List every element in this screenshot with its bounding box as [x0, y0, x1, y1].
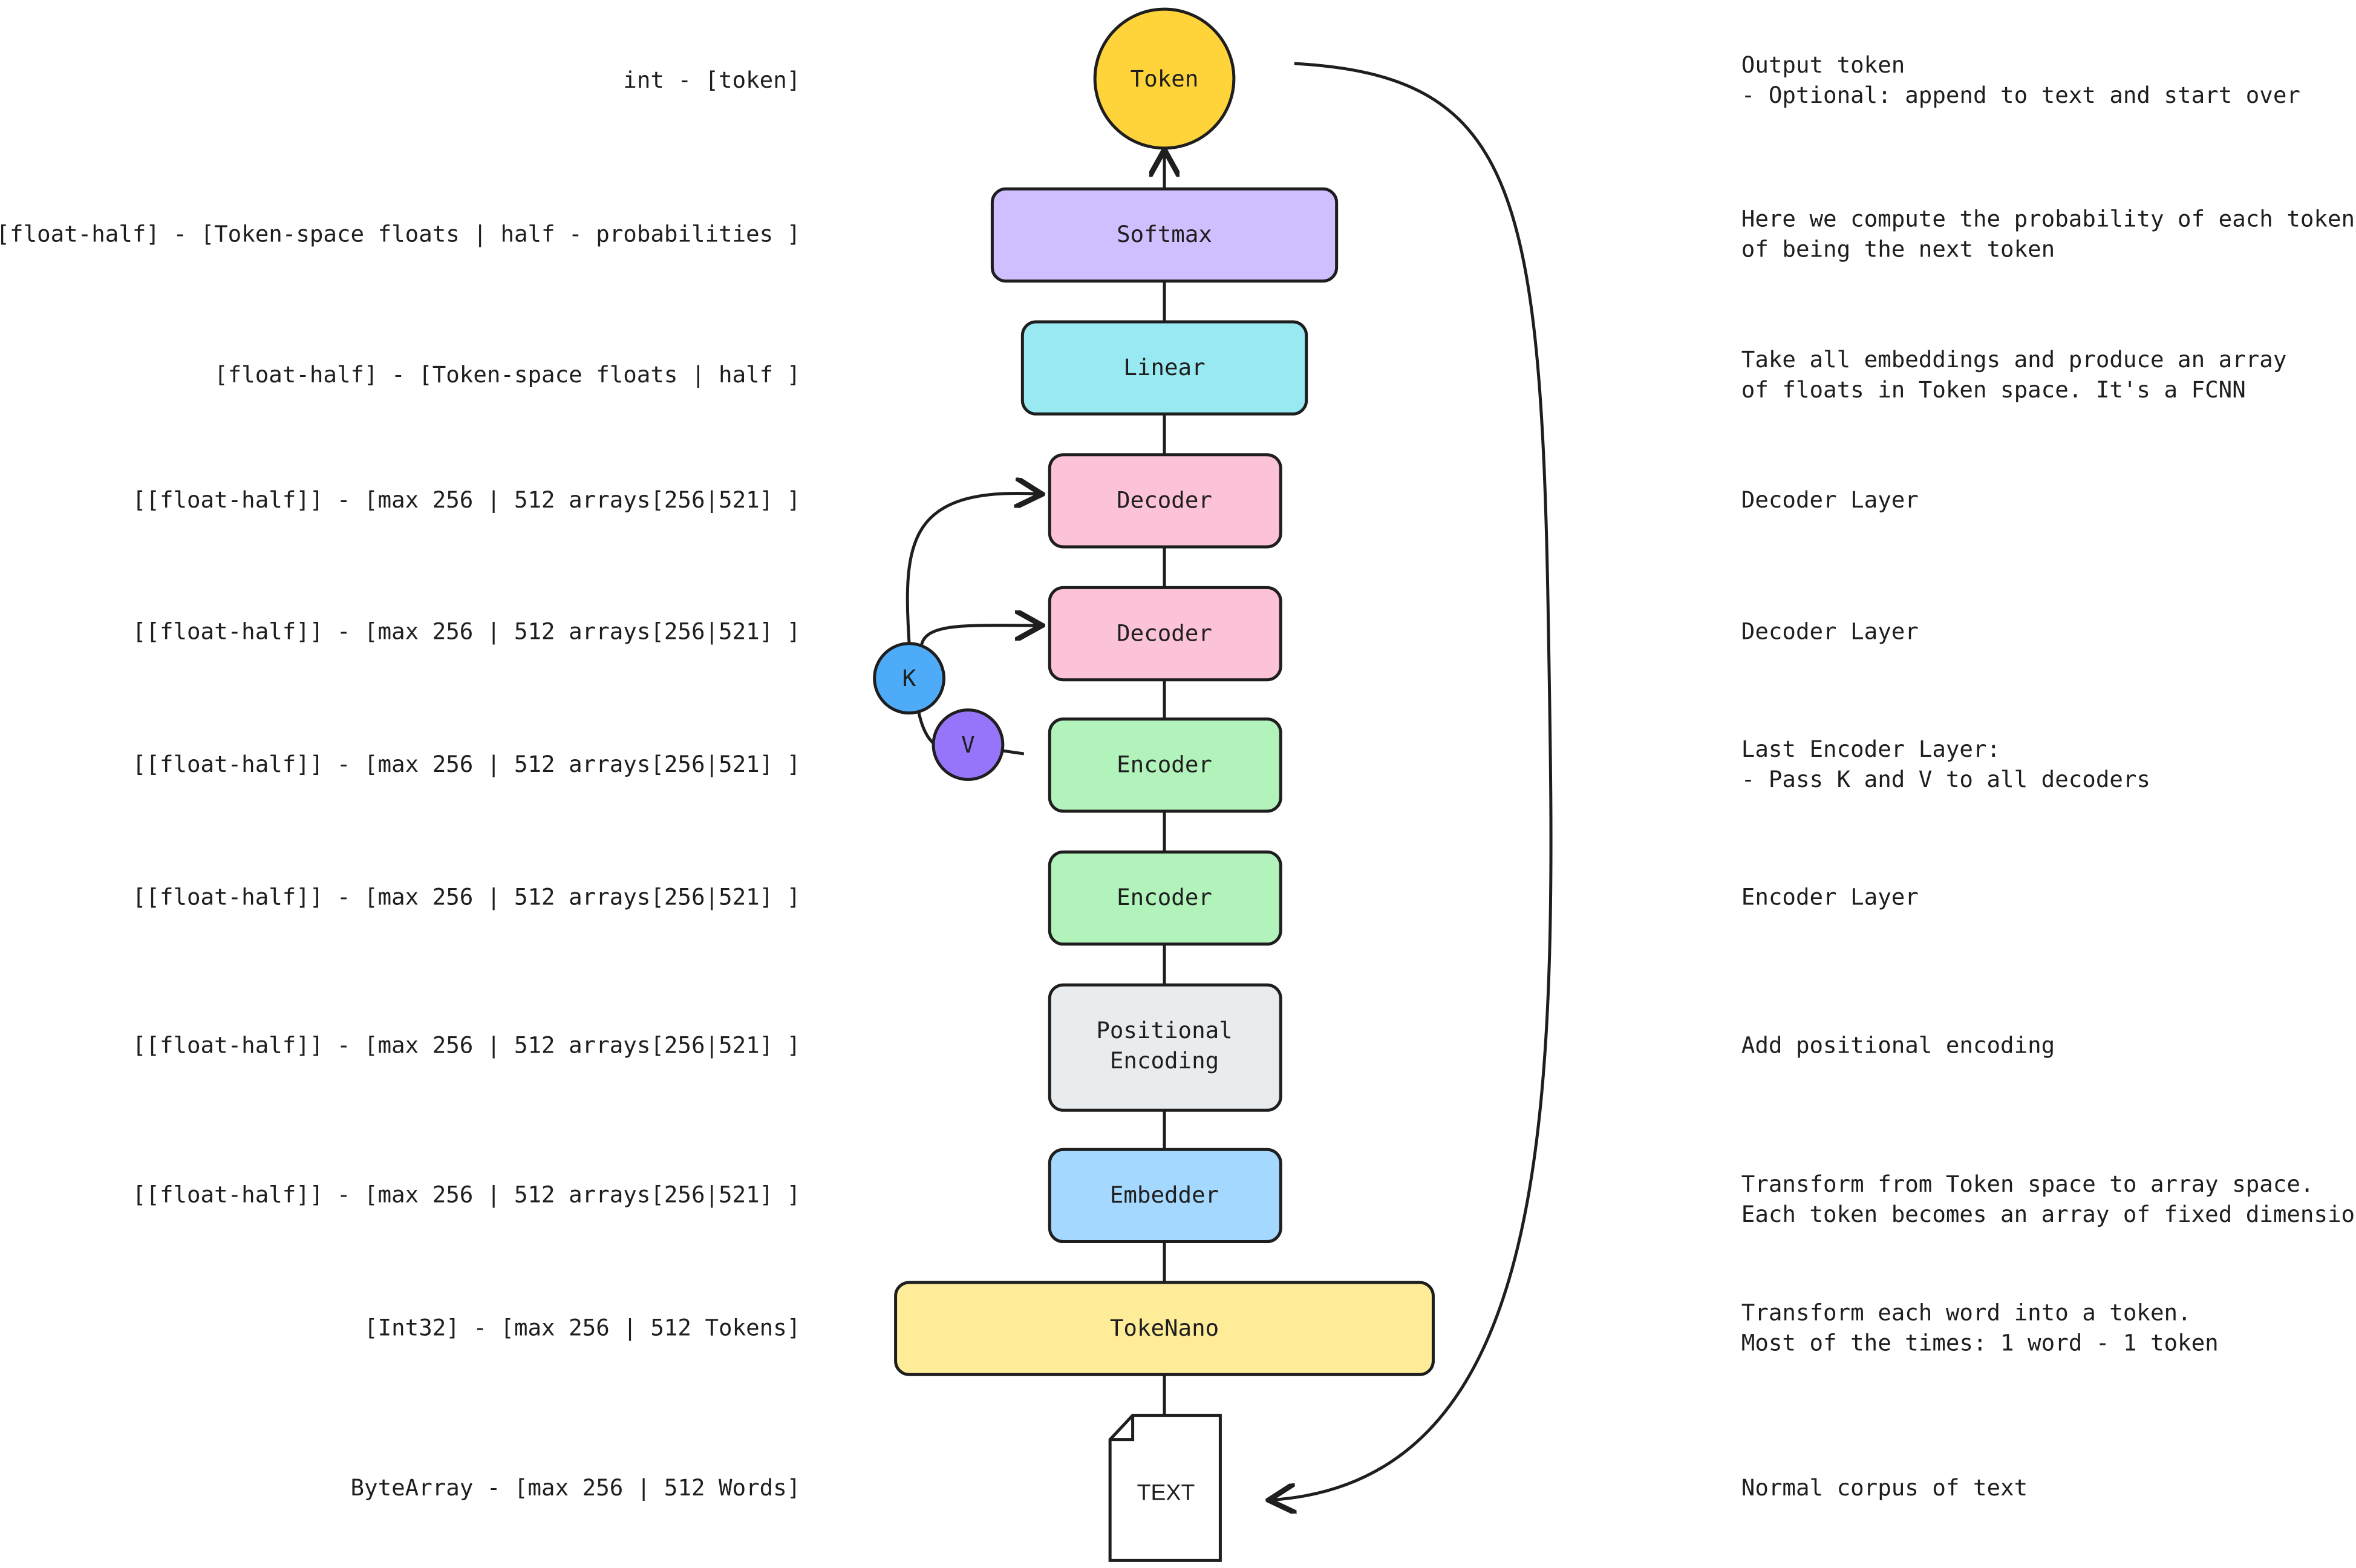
description: Each token becomes an array of fixed dim… [1741, 1201, 2356, 1227]
type-label: [[float-half]] - [max 256 | 512 arrays[2… [132, 486, 800, 514]
loop-arrow [1271, 62, 1553, 1500]
k-to-decoder1-arrow [906, 494, 1039, 644]
linear-node: Linear [1020, 320, 1308, 416]
embedder-node: Embedder [1048, 1148, 1282, 1244]
description: - Pass K and V to all decoders [1741, 766, 2150, 792]
type-label: [[float-half]] - [max 256 | 512 arrays[2… [132, 1031, 800, 1059]
softmax-node: Softmax [990, 187, 1339, 283]
svg-text:Decoder: Decoder [1117, 487, 1212, 514]
text-document-icon: TEXT [1108, 1414, 1222, 1562]
decoder-node-1: Decoder [1048, 453, 1282, 549]
svg-text:Token: Token [1131, 65, 1199, 92]
k-node: K [873, 642, 945, 715]
type-label: [float-half] - [Token-space floats | hal… [214, 361, 800, 388]
token-node: Token [1093, 7, 1236, 150]
k-to-decoder2-arrow [919, 626, 1039, 647]
description: Last Encoder Layer: [1741, 736, 2000, 762]
description: Take all embeddings and produce an array [1741, 346, 2287, 373]
svg-text:TokeNano: TokeNano [1110, 1315, 1219, 1341]
description: Decoder Layer [1741, 618, 1919, 644]
description: Normal corpus of text [1741, 1474, 2028, 1501]
svg-text:Softmax: Softmax [1117, 221, 1212, 247]
description: Add positional encoding [1741, 1031, 2055, 1058]
type-label: [Int32] - [max 256 | 512 Tokens] [364, 1314, 800, 1341]
svg-text:K: K [902, 665, 916, 691]
description: Transform from Token space to array spac… [1741, 1171, 2314, 1197]
type-label: [[float-half]] - [max 256 | 512 arrays[2… [132, 618, 800, 645]
decoder-node-2: Decoder [1048, 586, 1282, 682]
v-node: V [932, 708, 1005, 782]
right-descriptions: Output token - Optional: append to text … [1741, 51, 2356, 1501]
type-label: [[float-half]] - [max 256 | 512 arrays[2… [132, 1181, 800, 1209]
encoder-node-2: Encoder [1048, 850, 1282, 946]
type-label: ByteArray - [max 256 | 512 Words] [351, 1474, 801, 1501]
description: of being the next token [1741, 236, 2055, 263]
description: Transform each word into a token. [1741, 1299, 2191, 1325]
svg-text:Positional: Positional [1096, 1017, 1232, 1044]
encoder-node-1: Encoder [1048, 717, 1282, 813]
svg-text:Encoder: Encoder [1117, 884, 1212, 910]
type-label: [float-half] - [Token-space floats | hal… [0, 221, 800, 248]
svg-text:Linear: Linear [1123, 354, 1205, 381]
svg-text:Encoder: Encoder [1117, 751, 1212, 778]
svg-text:TEXT: TEXT [1137, 1479, 1195, 1504]
description: Encoder Layer [1741, 884, 1919, 910]
description: Output token [1741, 51, 1905, 78]
left-type-labels: int - [token] [float-half] - [Token-spac… [0, 67, 800, 1501]
type-label: [[float-half]] - [max 256 | 512 arrays[2… [132, 751, 800, 778]
description: of floats in Token space. It's a FCNN [1741, 376, 2246, 403]
svg-text:Embedder: Embedder [1110, 1181, 1219, 1208]
description: Decoder Layer [1741, 486, 1919, 513]
svg-text:Encoding: Encoding [1110, 1047, 1219, 1074]
svg-text:V: V [961, 731, 975, 758]
type-label: [[float-half]] - [max 256 | 512 arrays[2… [132, 884, 800, 911]
type-label: int - [token] [623, 67, 800, 93]
positional-encoding-node: Positional Encoding [1048, 983, 1282, 1112]
description: - Optional: append to text and start ove… [1741, 82, 2300, 108]
description: Here we compute the probability of each … [1741, 206, 2355, 232]
tokenano-node: TokeNano [894, 1281, 1435, 1376]
description: Most of the times: 1 word - 1 token [1741, 1329, 2219, 1356]
svg-text:Decoder: Decoder [1117, 619, 1212, 646]
